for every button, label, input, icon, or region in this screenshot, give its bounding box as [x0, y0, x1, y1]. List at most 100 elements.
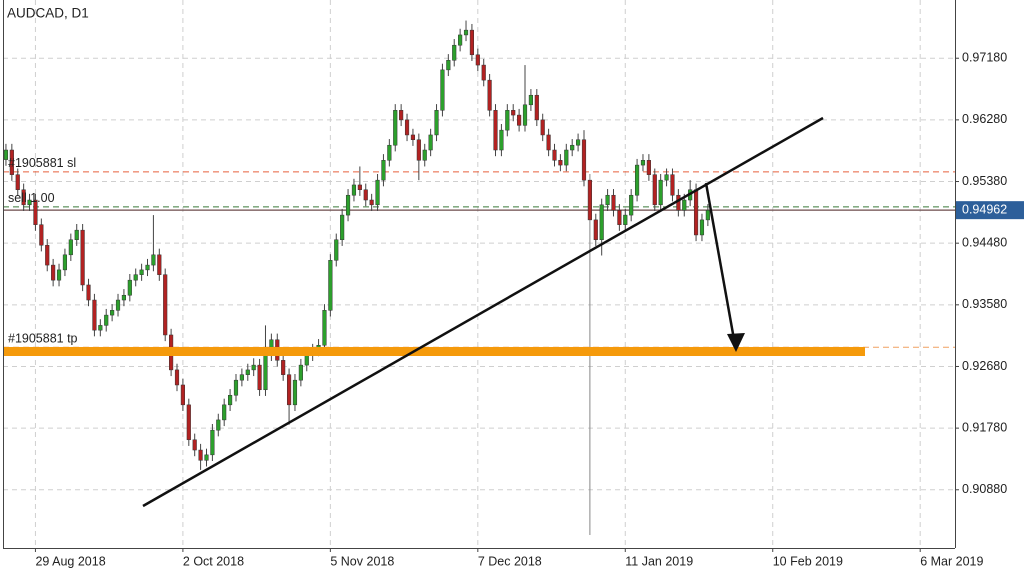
candle-body [440, 69, 445, 111]
candle-body [86, 284, 91, 301]
candle-body [564, 149, 569, 166]
x-tick-label: 5 Nov 2018 [330, 554, 394, 568]
candle-body [493, 110, 498, 151]
candle-body [39, 224, 44, 246]
candle-body [552, 149, 557, 161]
order-label: sell 1.00 [8, 191, 55, 205]
candle-body [682, 199, 687, 211]
candle-body [304, 354, 309, 366]
candle-body [634, 164, 640, 196]
candle-body [623, 214, 628, 225]
candle-body [239, 374, 244, 381]
candle-body [157, 254, 162, 275]
candle-body [192, 439, 197, 451]
candle-body [487, 79, 492, 111]
candle-body [245, 369, 250, 375]
candle-body [410, 134, 416, 140]
candle-body [416, 139, 421, 161]
candle-body [62, 254, 68, 271]
candle-body [469, 29, 475, 56]
candle-body [381, 160, 386, 181]
y-tick-label: 0.96280 [962, 112, 1007, 126]
y-tick-label: 0.91780 [962, 420, 1007, 434]
candle-body [399, 110, 404, 121]
candle-body [104, 314, 109, 326]
candle-body [546, 134, 551, 151]
candle-body [434, 110, 439, 136]
candle-body [581, 139, 587, 181]
candle-body [463, 29, 469, 36]
candle-body [404, 119, 410, 136]
candle-body [522, 104, 528, 126]
order-label: #1905881 sl [8, 156, 76, 170]
candle-body [292, 379, 298, 406]
candle-body [45, 244, 50, 266]
candle-body [422, 149, 427, 161]
candle-body [576, 139, 581, 146]
candle-body [56, 269, 62, 281]
candles [3, 20, 710, 535]
candle-body [298, 364, 303, 381]
candle-body [322, 310, 327, 346]
candle-body [281, 360, 286, 375]
candle-body [699, 219, 705, 236]
candle-body [481, 64, 486, 81]
candle-body [3, 149, 9, 160]
candle-body [340, 214, 345, 240]
candle-body [51, 264, 56, 281]
candle-body [198, 449, 203, 461]
candle-body [133, 274, 138, 281]
candle-body [21, 189, 26, 206]
x-tick-label: 11 Jan 2019 [625, 554, 693, 568]
candle-body [334, 239, 339, 261]
candle-body [251, 364, 256, 371]
y-tick-label: 0.95380 [962, 174, 1007, 188]
candle-body [369, 199, 374, 206]
candle-body [357, 184, 362, 190]
candle-body [676, 194, 681, 211]
candle-body [517, 114, 522, 126]
candle-body [204, 454, 209, 461]
x-tick-label: 29 Aug 2018 [35, 554, 105, 568]
trend-line [142, 116, 824, 508]
candle-body [540, 119, 545, 136]
candle-body [163, 274, 168, 336]
candle-body [68, 239, 73, 256]
candle-body [174, 369, 180, 386]
candle-body [15, 174, 20, 190]
candle-body [599, 204, 604, 241]
candle-body [511, 110, 516, 116]
candle-body [328, 260, 333, 311]
candle-body [186, 404, 191, 441]
candle-body [92, 299, 97, 331]
candle-body [145, 264, 150, 271]
candle-body [233, 379, 239, 396]
candle-body [640, 160, 646, 166]
candle-body [216, 419, 221, 431]
candle-body [139, 269, 144, 275]
bid-box [956, 201, 1024, 220]
candle-body [222, 404, 227, 421]
candle-body [664, 174, 669, 181]
candle-body [617, 210, 622, 225]
candle-body [458, 34, 463, 46]
candle-body [210, 429, 215, 456]
y-tick-label: 0.94480 [962, 235, 1007, 249]
candle-body [151, 254, 156, 266]
candle-body [110, 310, 115, 316]
x-tick-label: 2 Oct 2018 [183, 554, 244, 568]
arrow-line [704, 182, 737, 346]
candle-body [693, 189, 699, 236]
candle-body [286, 374, 292, 406]
arrow-head [727, 333, 745, 352]
y-tick-label: 0.90880 [962, 482, 1007, 496]
candle-body [228, 394, 233, 406]
candle-body [115, 299, 121, 311]
candle-body [121, 294, 126, 301]
y-tick-label: 0.92680 [962, 359, 1007, 373]
candle-body [475, 54, 480, 66]
candle-body [446, 60, 451, 71]
candle-body [98, 325, 103, 331]
candle-body [652, 174, 657, 206]
